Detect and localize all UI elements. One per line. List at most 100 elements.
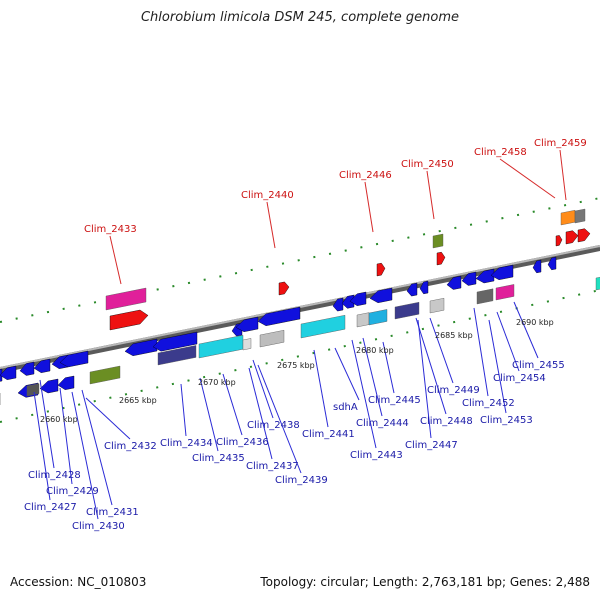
scale-label: 2665 kbp [119,396,157,405]
forward-gene [349,291,367,306]
reverse-gene [376,262,386,277]
forward-gene-label: Clim_2444 [356,418,409,429]
gene-olive [89,365,121,385]
forward-gene-label: Clim_2447 [405,440,458,451]
forward-leader [334,347,360,401]
forward-gene-label: Clim_2434 [160,438,213,449]
reverse-leader [426,170,435,220]
forward-leader [429,317,454,384]
forward-gene [490,264,514,281]
forward-gene [461,271,477,286]
forward-gene [152,331,198,352]
forward-gene-label: Clim_2436 [216,437,269,448]
forward-gene-label: Clim_2431 [86,507,139,518]
gene-orange [560,209,576,226]
forward-gene [532,259,542,274]
forward-leader [180,383,187,437]
reverse-gene-label: Clim_2458 [474,147,527,158]
forward-gene-label: Clim_2448 [420,416,473,427]
scale-label: 2660 kbp [40,415,78,424]
forward-gene-label: Clim_2437 [246,461,299,472]
gene-cyan [368,309,388,326]
map-title: Chlorobium limicola DSM 245, complete ge… [140,10,460,25]
forward-leader [473,307,489,397]
reverse-gene [436,251,446,266]
forward-leader [257,364,302,474]
scale-label: 2670 kbp [198,378,236,387]
forward-gene [59,350,89,368]
forward-leader [33,391,51,501]
forward-gene [257,306,301,327]
forward-gene-label: Clim_2455 [512,360,565,371]
forward-gene [369,287,393,304]
reverse-gene [555,235,563,247]
forward-leader [39,379,55,469]
forward-gene [19,361,35,376]
forward-gene-label: Clim_2430 [72,521,125,532]
forward-gene [475,268,495,284]
reverse-leader [364,181,374,233]
forward-gene-label: Clim_2452 [462,398,515,409]
forward-gene-label: Clim_2445 [368,395,421,406]
gene-purple [394,301,420,320]
forward-leader [71,391,99,520]
forward-gene-label: Clim_2441 [302,429,355,440]
forward-leader [252,359,274,419]
scale-label: 2685 kbp [435,331,473,340]
forward-leader [351,339,377,449]
forward-leader [382,341,395,394]
forward-leader [199,377,219,452]
scale-label: 2680 kbp [356,346,394,355]
reverse-gene-label: Clim_2450 [401,159,454,170]
forward-gene-label: Clim_2428 [28,470,81,481]
forward-gene-label: sdhA [333,402,358,413]
accession-text: Accession: NC_010803 [10,575,147,589]
label-layer: Clim_2428 Clim_2429 Clim_2427 Clim_2431 Clim… [24,138,587,532]
forward-gene-label: Clim_2432 [104,441,157,452]
gene-unknown [476,288,494,305]
reverse-gene-label: Clim_2459 [534,138,587,149]
gene-purple [157,345,197,366]
forward-gene [332,297,344,312]
forward-gene-label: Clim_2449 [427,385,480,396]
gene-gray [259,329,285,348]
reverse-leader [266,201,276,249]
label-leaders [33,149,567,520]
forward-gene [419,280,429,295]
reverse-outer-track [0,197,600,323]
forward-gene [341,294,355,309]
gene-gray [242,338,252,351]
forward-gene [33,358,51,373]
forward-leader [362,337,383,417]
reverse-gene [565,230,579,245]
scale-layer: 2660 kbp 2665 kbp 2670 kbp 2675 kbp 2680 kbp… [40,318,554,424]
gene-gray [356,312,370,328]
forward-gene-label: Clim_2427 [24,502,77,513]
forward-gene [446,275,462,290]
forward-leader [313,349,329,428]
forward-gene [0,365,17,380]
forward-leader [496,311,520,372]
gene-layer [0,208,600,406]
forward-gene [547,256,557,271]
forward-gene-label: Clim_2443 [350,450,403,461]
forward-gene-label: Clim_2429 [46,486,99,497]
reverse-gene-label: Clim_2446 [339,170,392,181]
scale-label: 2690 kbp [516,318,554,327]
summary-text: Topology: circular; Length: 2,763,181 bp… [260,575,590,589]
forward-leader [85,397,131,440]
forward-gene-label: Clim_2453 [480,415,533,426]
forward-leader [415,317,447,415]
scale-label: 2675 kbp [277,361,315,370]
reverse-gene-label: Clim_2433 [84,224,137,235]
reverse-gene [278,281,290,296]
reverse-leader [559,149,567,201]
forward-gene [57,375,75,390]
forward-leader [248,367,273,460]
forward-gene-label: Clim_2435 [192,453,245,464]
gene-unknown [26,383,40,397]
forward-gene-label: Clim_2454 [493,373,546,384]
forward-leader [513,301,539,359]
forward-gene [39,378,59,394]
